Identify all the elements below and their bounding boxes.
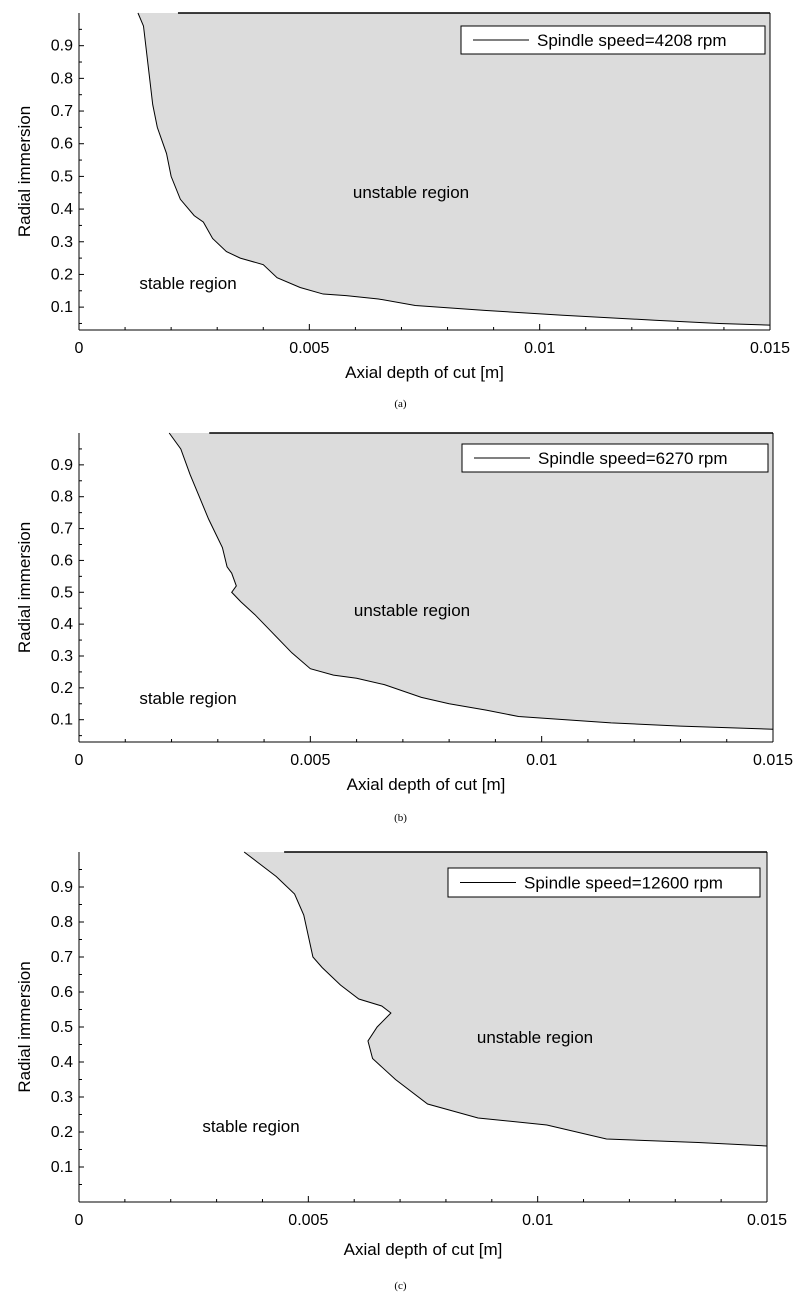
stable-region-label: stable region [139, 689, 236, 708]
chart-panel-a: 0.1 0.2 0.3 0.4 0.5 0.6 0.7 0.8 0.9 0 0.005 0.01 0.0… [0, 0, 801, 420]
y-tick-label: 0.5 [51, 1019, 73, 1036]
y-tick-label: 0.8 [51, 914, 73, 931]
x-tick-label: 0 [75, 340, 84, 357]
y-tick-label: 0.3 [51, 648, 73, 665]
x-tick-label: 0.005 [289, 340, 329, 357]
y-tick-label: 0.5 [51, 584, 73, 601]
y-tick-label: 0.6 [51, 552, 73, 569]
x-tick-label: 0.015 [753, 752, 793, 769]
x-tick-label: 0.005 [290, 752, 330, 769]
x-tick-label: 0.015 [747, 1212, 787, 1229]
y-axis-label: Radial immersion [15, 106, 34, 237]
y-tick-label: 0.4 [51, 616, 73, 633]
x-tick-label: 0 [75, 752, 84, 769]
y-tick-label: 0.1 [51, 299, 73, 316]
unstable-region-label: unstable region [477, 1028, 593, 1047]
x-tick-label: 0.005 [288, 1212, 328, 1229]
y-tick-label: 0.9 [51, 457, 73, 474]
stable-region-label: stable region [139, 274, 236, 293]
unstable-region-label: unstable region [353, 183, 469, 202]
caption-b: (b) [394, 812, 407, 824]
x-axis-label: Axial depth of cut [m] [344, 1240, 503, 1259]
legend-label: Spindle speed=4208 rpm [537, 31, 727, 50]
y-tick-label: 0.4 [51, 1054, 73, 1071]
legend-label: Spindle speed=6270 rpm [538, 449, 728, 468]
x-axis-label: Axial depth of cut [m] [345, 363, 504, 382]
y-tick-label: 0.1 [51, 1159, 73, 1176]
stability-chart-c: 0.1 0.2 0.3 0.4 0.5 0.6 0.7 0.8 0.9 0 0.005 0.01 0.0… [15, 851, 787, 1259]
y-tick-label: 0.2 [51, 1124, 73, 1141]
x-tick-label: 0.015 [750, 340, 790, 357]
y-axis-label: Radial immersion [15, 522, 34, 653]
y-tick-label: 0.6 [51, 984, 73, 1001]
y-tick-label: 0.9 [51, 38, 73, 55]
stability-boundary-line [168, 432, 774, 730]
y-tick-label: 0.8 [51, 489, 73, 506]
chart-panel-b: 0.1 0.2 0.3 0.4 0.5 0.6 0.7 0.8 0.9 0 0.005 0.01 0.0… [0, 420, 801, 830]
y-axis-label: Radial immersion [15, 961, 34, 1092]
y-tick-label: 0.7 [51, 103, 73, 120]
stable-region-label: stable region [202, 1117, 299, 1136]
stability-chart-a: 0.1 0.2 0.3 0.4 0.5 0.6 0.7 0.8 0.9 0 0.005 0.01 0.0… [15, 12, 790, 382]
y-tick-label: 0.2 [51, 266, 73, 283]
stability-boundary-line [243, 851, 768, 1147]
stability-boundary-line [137, 12, 771, 326]
x-axis-label: Axial depth of cut [m] [347, 775, 506, 794]
y-tick-label: 0.2 [51, 680, 73, 697]
y-tick-label: 0.7 [51, 521, 73, 538]
x-tick-label: 0.01 [526, 752, 557, 769]
y-tick-label: 0.8 [51, 70, 73, 87]
x-tick-label: 0.01 [524, 340, 555, 357]
x-tick-label: 0 [75, 1212, 84, 1229]
y-tick-label: 0.5 [51, 168, 73, 185]
x-tick-label: 0.01 [522, 1212, 553, 1229]
y-tick-label: 0.6 [51, 136, 73, 153]
stability-chart-b: 0.1 0.2 0.3 0.4 0.5 0.6 0.7 0.8 0.9 0 0.005 0.01 0.0… [15, 432, 793, 794]
y-tick-label: 0.9 [51, 879, 73, 896]
unstable-region-area [138, 13, 770, 326]
unstable-region-area [244, 852, 768, 1146]
y-tick-label: 0.7 [51, 949, 73, 966]
caption-a: (a) [394, 398, 407, 410]
y-tick-label: 0.4 [51, 201, 73, 218]
legend-label: Spindle speed=12600 rpm [524, 874, 723, 893]
y-tick-label: 0.1 [51, 712, 73, 729]
unstable-region-label: unstable region [354, 601, 470, 620]
y-tick-label: 0.3 [51, 234, 73, 251]
chart-panel-c: 0.1 0.2 0.3 0.4 0.5 0.6 0.7 0.8 0.9 0 0.005 0.01 0.0… [0, 838, 801, 1278]
unstable-region-area [169, 433, 773, 730]
caption-c: (c) [394, 1280, 407, 1292]
y-tick-label: 0.3 [51, 1089, 73, 1106]
